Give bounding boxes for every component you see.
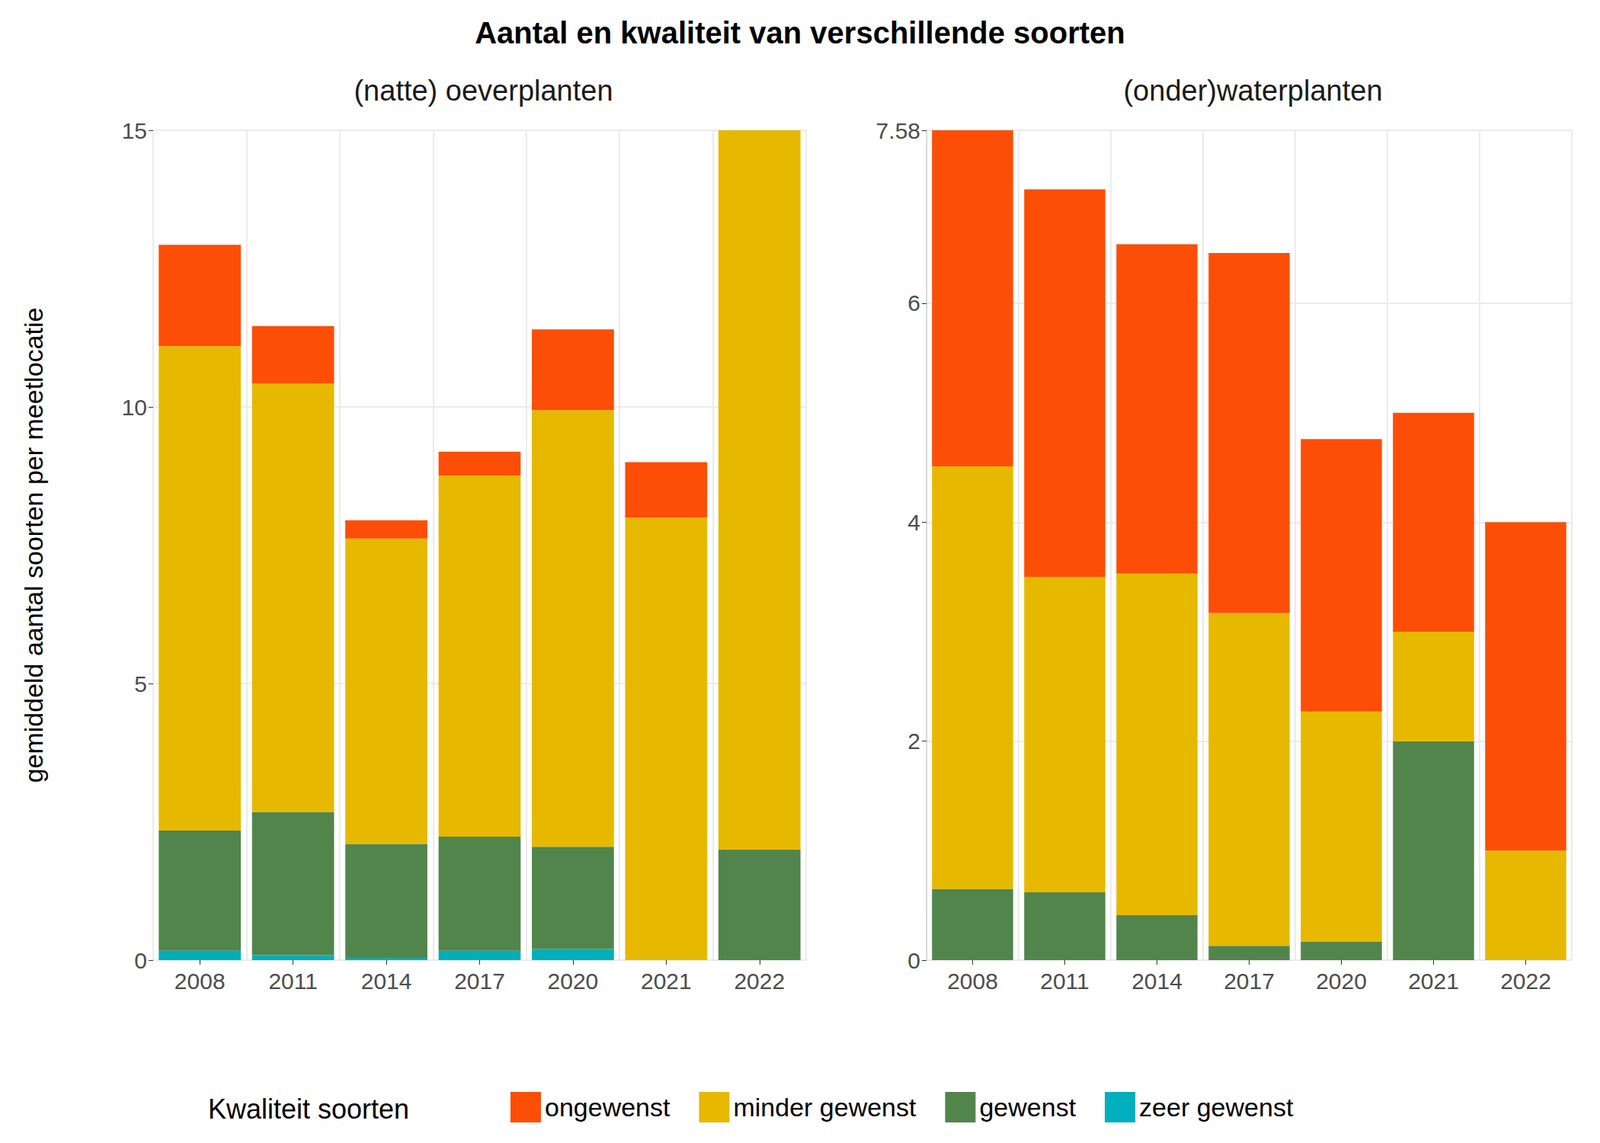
svg-text:0: 0 [907, 947, 921, 973]
svg-text:minder gewenst: minder gewenst [732, 1092, 917, 1122]
svg-text:2014: 2014 [361, 968, 413, 994]
svg-text:gemiddeld aantal soorten per m: gemiddeld aantal soorten per meetlocatie [19, 307, 48, 784]
svg-text:2: 2 [907, 728, 921, 754]
svg-text:2011: 2011 [1040, 968, 1090, 994]
svg-text:(natte) oeverplanten: (natte) oeverplanten [353, 74, 613, 107]
svg-text:(onder)waterplanten: (onder)waterplanten [1123, 74, 1383, 107]
svg-text:5: 5 [134, 671, 148, 697]
svg-text:2020: 2020 [547, 968, 599, 994]
svg-text:2011: 2011 [268, 968, 318, 994]
svg-text:6: 6 [907, 290, 921, 316]
svg-text:0: 0 [134, 947, 148, 973]
svg-text:Kwaliteit soorten: Kwaliteit soorten [208, 1093, 410, 1125]
svg-text:2008: 2008 [174, 968, 226, 994]
svg-text:7.58: 7.58 [876, 118, 921, 144]
svg-text:2020: 2020 [1315, 968, 1367, 994]
svg-text:2022: 2022 [733, 968, 785, 994]
svg-text:2008: 2008 [947, 968, 999, 994]
svg-text:2021: 2021 [1408, 968, 1460, 994]
svg-text:2017: 2017 [1223, 968, 1275, 994]
svg-text:10: 10 [121, 394, 148, 420]
svg-text:15: 15 [121, 118, 148, 144]
svg-text:2017: 2017 [454, 968, 506, 994]
svg-text:2022: 2022 [1500, 968, 1552, 994]
svg-text:Aantal en kwaliteit van versch: Aantal en kwaliteit van verschillende so… [474, 16, 1126, 50]
svg-text:ongewenst: ongewenst [544, 1092, 671, 1122]
svg-text:gewenst: gewenst [979, 1092, 1076, 1122]
svg-text:2021: 2021 [640, 968, 692, 994]
svg-text:zeer gewenst: zeer gewenst [1139, 1092, 1294, 1122]
svg-text:2014: 2014 [1131, 968, 1183, 994]
svg-text:4: 4 [907, 509, 921, 535]
